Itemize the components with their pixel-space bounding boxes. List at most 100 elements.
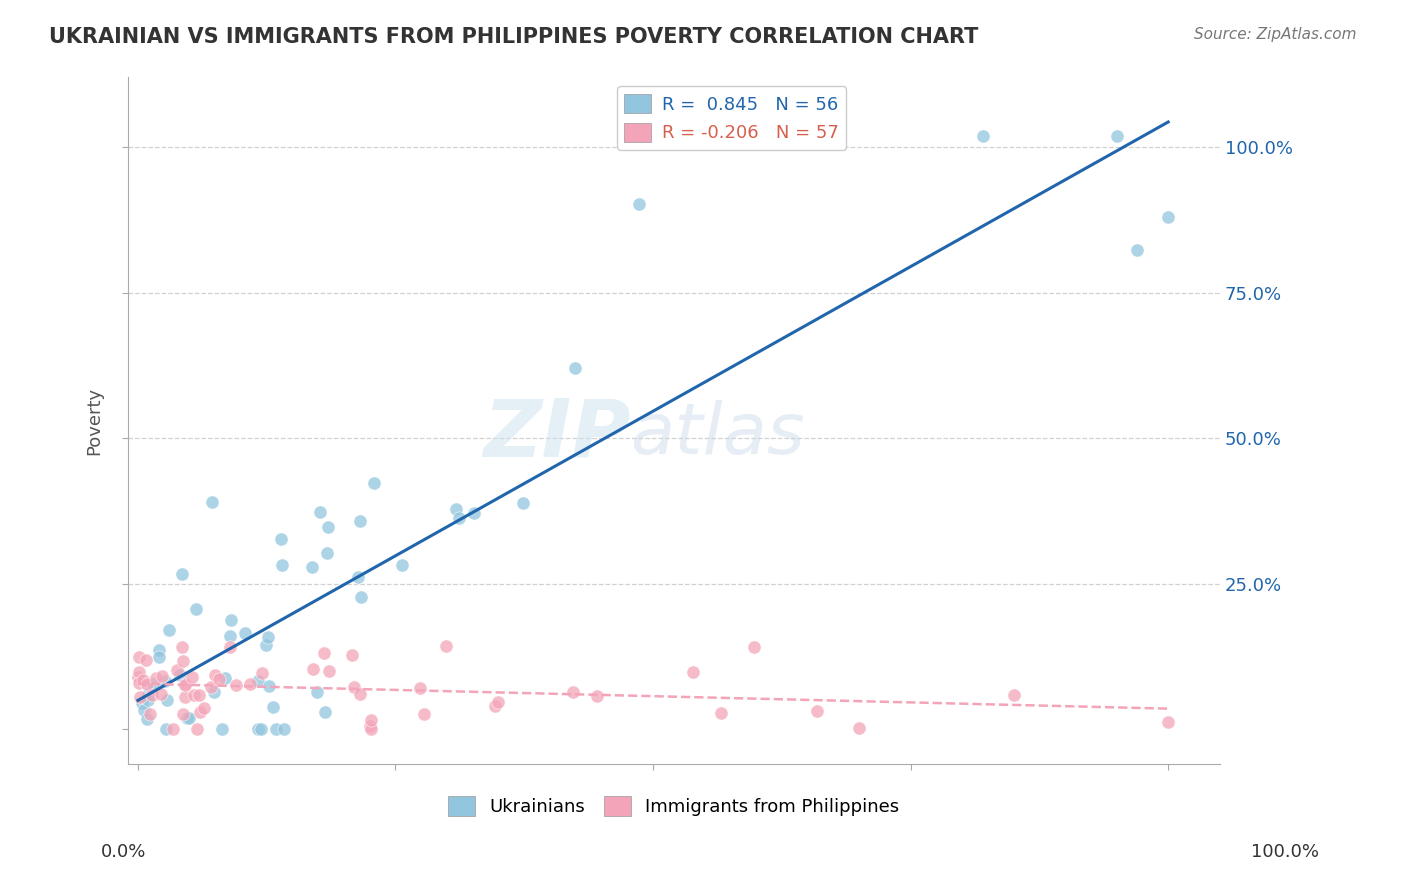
Point	[172, 566, 194, 581]
Point	[628, 197, 651, 211]
Point	[413, 706, 436, 721]
Point	[315, 546, 337, 560]
Point	[136, 676, 159, 690]
Point	[484, 699, 506, 714]
Text: 0.0%: 0.0%	[101, 843, 146, 861]
Point	[682, 665, 704, 679]
Point	[257, 630, 280, 644]
Point	[247, 674, 270, 689]
Point	[349, 687, 371, 701]
Point	[172, 707, 194, 722]
Point	[350, 590, 373, 604]
Point	[172, 640, 194, 655]
Point	[221, 613, 243, 627]
Point	[264, 722, 287, 736]
Point	[270, 532, 292, 546]
Point	[145, 671, 167, 685]
Point	[308, 505, 330, 519]
Point	[806, 704, 828, 718]
Point	[359, 718, 381, 732]
Point	[302, 662, 325, 676]
Point	[155, 722, 177, 736]
Point	[246, 722, 269, 736]
Point	[128, 649, 150, 664]
Point	[512, 496, 534, 510]
Point	[561, 685, 583, 699]
Point	[184, 602, 207, 616]
Point	[202, 684, 225, 698]
Point	[1105, 128, 1128, 143]
Point	[141, 677, 163, 691]
Point	[360, 722, 382, 736]
Point	[177, 711, 200, 725]
Point	[233, 625, 256, 640]
Point	[1157, 714, 1180, 729]
Y-axis label: Poverty: Poverty	[86, 386, 103, 455]
Point	[273, 722, 295, 736]
Point	[391, 558, 413, 572]
Point	[972, 128, 994, 143]
Point	[139, 707, 162, 722]
Point	[204, 667, 226, 681]
Point	[219, 640, 242, 655]
Point	[183, 688, 205, 702]
Point	[340, 648, 363, 663]
Point	[710, 706, 733, 720]
Point	[188, 705, 211, 719]
Point	[148, 643, 170, 657]
Point	[186, 722, 208, 736]
Point	[1126, 244, 1149, 258]
Point	[346, 570, 368, 584]
Point	[409, 681, 432, 696]
Text: atlas: atlas	[630, 400, 804, 469]
Point	[225, 678, 247, 692]
Point	[316, 519, 339, 533]
Point	[252, 665, 274, 680]
Point	[262, 700, 284, 714]
Point	[259, 679, 281, 693]
Point	[270, 558, 292, 572]
Point	[434, 639, 457, 653]
Point	[173, 676, 195, 690]
Point	[132, 673, 155, 687]
Text: 100.0%: 100.0%	[1251, 843, 1319, 861]
Point	[318, 665, 340, 679]
Point	[211, 722, 233, 736]
Point	[176, 711, 198, 725]
Point	[218, 629, 240, 643]
Point	[187, 688, 209, 702]
Point	[131, 696, 153, 710]
Point	[360, 713, 382, 727]
Legend: Ukrainians, Immigrants from Philippines: Ukrainians, Immigrants from Philippines	[441, 789, 907, 823]
Point	[444, 502, 467, 516]
Point	[128, 676, 150, 690]
Point	[486, 695, 509, 709]
Point	[201, 494, 224, 508]
Point	[135, 712, 157, 726]
Point	[169, 668, 191, 682]
Point	[132, 703, 155, 717]
Point	[180, 670, 202, 684]
Point	[463, 506, 485, 520]
Point	[141, 688, 163, 702]
Point	[148, 649, 170, 664]
Point	[249, 722, 271, 736]
Point	[172, 654, 194, 668]
Point	[128, 665, 150, 680]
Point	[239, 676, 262, 690]
Point	[1002, 688, 1025, 702]
Point	[1157, 210, 1180, 224]
Point	[136, 693, 159, 707]
Point	[564, 360, 586, 375]
Point	[149, 687, 172, 701]
Point	[343, 680, 366, 694]
Point	[193, 701, 215, 715]
Point	[214, 671, 236, 685]
Point	[349, 514, 371, 528]
Point	[586, 689, 609, 703]
Point	[136, 687, 159, 701]
Point	[162, 722, 184, 736]
Point	[200, 681, 222, 695]
Point	[153, 673, 176, 688]
Point	[174, 678, 197, 692]
